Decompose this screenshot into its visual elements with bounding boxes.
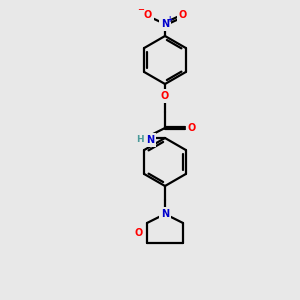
Text: N: N: [161, 19, 169, 29]
Text: O: O: [188, 123, 196, 133]
Text: O: O: [144, 10, 152, 20]
Text: O: O: [161, 91, 169, 101]
Text: O: O: [135, 228, 143, 238]
Text: +: +: [166, 16, 172, 25]
Text: O: O: [179, 10, 187, 20]
Text: N: N: [146, 135, 154, 145]
Text: −: −: [137, 5, 145, 14]
Text: H: H: [136, 136, 144, 145]
Text: N: N: [161, 209, 169, 219]
